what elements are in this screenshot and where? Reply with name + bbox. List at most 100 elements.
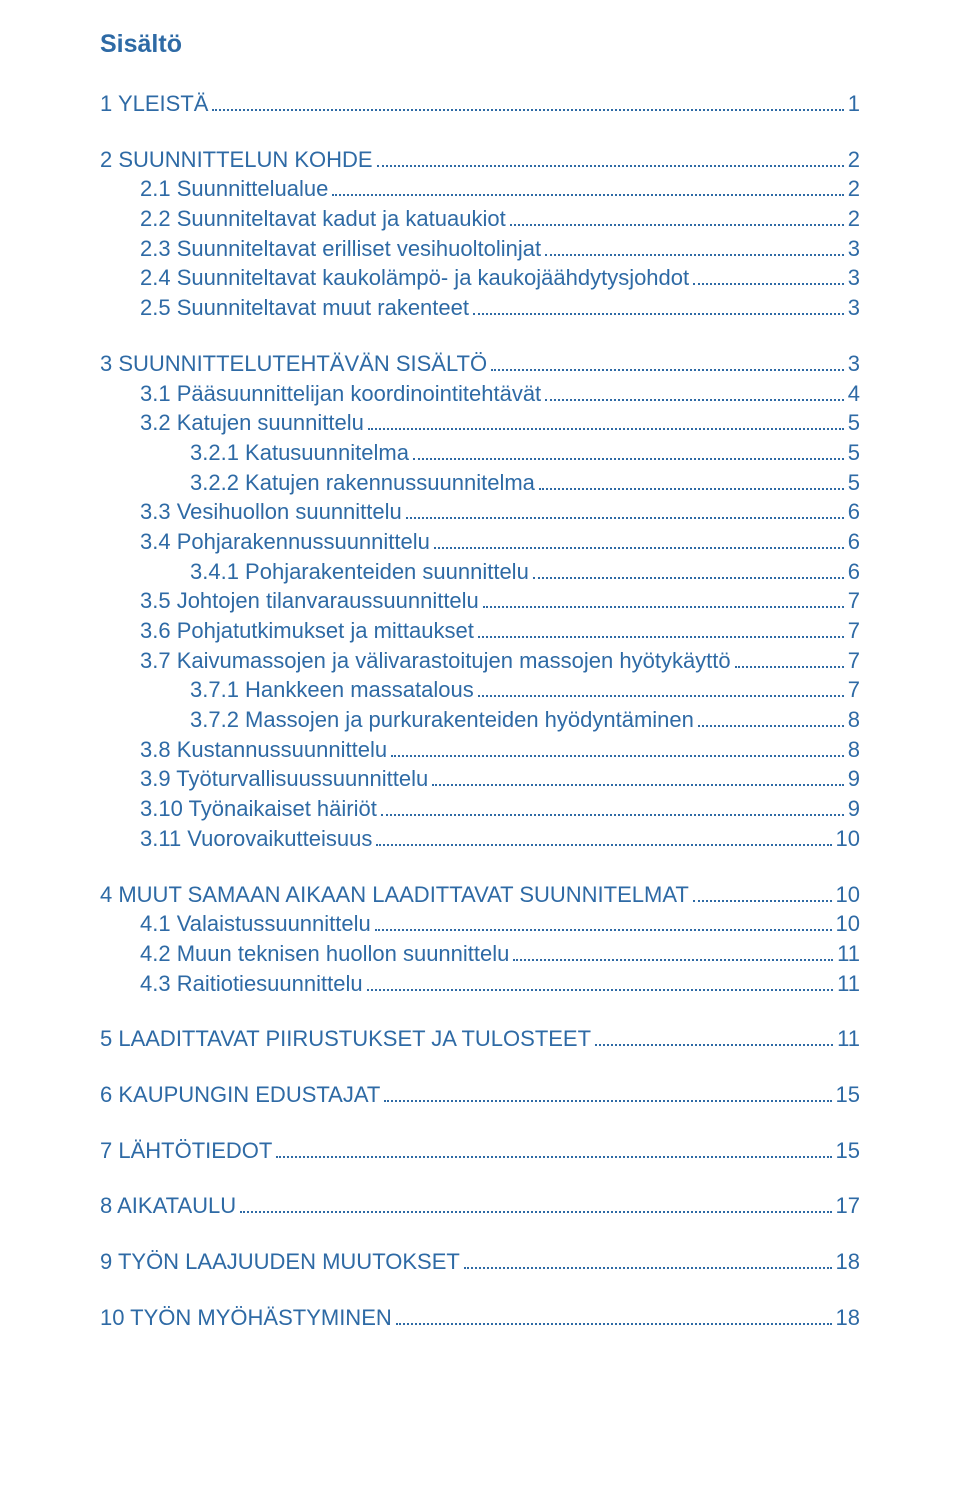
toc-leader-dots xyxy=(396,1305,832,1325)
toc-entry-page: 9 xyxy=(848,794,860,824)
toc-entry[interactable]: 4.2 Muun teknisen huollon suunnittelu 11 xyxy=(100,939,860,969)
toc-entry-page: 7 xyxy=(848,586,860,616)
toc-group: 5 LAADITTAVAT PIIRUSTUKSET JA TULOSTEET1… xyxy=(100,1024,860,1054)
toc-entry-page: 11 xyxy=(837,939,860,969)
toc-entry-page: 6 xyxy=(848,527,860,557)
toc-entry[interactable]: 1 YLEISTÄ1 xyxy=(100,89,860,119)
toc-entry[interactable]: 3.4 Pohjarakennussuunnittelu6 xyxy=(100,527,860,557)
toc-leader-dots xyxy=(545,381,844,401)
toc-leader-dots xyxy=(375,912,832,932)
toc-entry[interactable]: 6 KAUPUNGIN EDUSTAJAT 15 xyxy=(100,1080,860,1110)
toc-entry-page: 15 xyxy=(836,1080,860,1110)
toc-entry[interactable]: 3.5 Johtojen tilanvaraussuunnittelu7 xyxy=(100,586,860,616)
toc-entry[interactable]: 4.1 Valaistussuunnittelu 10 xyxy=(100,909,860,939)
toc-entry[interactable]: 3.7.1 Hankkeen massatalous 7 xyxy=(100,675,860,705)
toc-leader-dots xyxy=(413,440,844,460)
toc-entry[interactable]: 2.4 Suunniteltavat kaukolämpö- ja kaukoj… xyxy=(100,263,860,293)
toc-leader-dots xyxy=(693,882,832,902)
toc-entry-label: 3.7.2 Massojen ja purkurakenteiden hyödy… xyxy=(190,705,694,735)
toc-entry[interactable]: 3.6 Pohjatutkimukset ja mittaukset7 xyxy=(100,616,860,646)
toc-leader-dots xyxy=(377,147,844,167)
toc-entry-label: 3.8 Kustannussuunnittelu xyxy=(140,735,387,765)
toc-leader-dots xyxy=(491,351,844,371)
toc-entry-label: 2 SUUNNITTELUN KOHDE xyxy=(100,145,373,175)
toc-entry-label: 4.3 Raitiotiesuunnittelu xyxy=(140,969,363,999)
toc-entry-label: 10 TYÖN MYÖHÄSTYMINEN xyxy=(100,1303,392,1333)
table-of-contents: 1 YLEISTÄ12 SUUNNITTELUN KOHDE22.1 Suunn… xyxy=(100,89,860,1332)
toc-leader-dots xyxy=(533,559,844,579)
toc-entry-page: 2 xyxy=(848,204,860,234)
toc-entry[interactable]: 10 TYÖN MYÖHÄSTYMINEN18 xyxy=(100,1303,860,1333)
toc-group: 3 SUUNNITTELUTEHTÄVÄN SISÄLTÖ33.1 Pääsuu… xyxy=(100,349,860,854)
toc-entry[interactable]: 3.2 Katujen suunnittelu5 xyxy=(100,408,860,438)
toc-entry-label: 3.2.1 Katusuunnitelma xyxy=(190,438,409,468)
toc-entry[interactable]: 3.3 Vesihuollon suunnittelu6 xyxy=(100,497,860,527)
toc-leader-dots xyxy=(406,500,844,520)
toc-entry[interactable]: 3 SUUNNITTELUTEHTÄVÄN SISÄLTÖ3 xyxy=(100,349,860,379)
toc-leader-dots xyxy=(545,236,844,256)
toc-entry-label: 2.2 Suunniteltavat kadut ja katuaukiot xyxy=(140,204,506,234)
toc-group: 9 TYÖN LAAJUUDEN MUUTOKSET18 xyxy=(100,1247,860,1277)
toc-entry-label: 3.11 Vuorovaikutteisuus xyxy=(140,824,372,854)
toc-entry[interactable]: 4.3 Raitiotiesuunnittelu11 xyxy=(100,969,860,999)
toc-entry-page: 7 xyxy=(848,675,860,705)
toc-entry[interactable]: 8 AIKATAULU17 xyxy=(100,1191,860,1221)
toc-entry-page: 1 xyxy=(848,89,860,119)
toc-leader-dots xyxy=(539,470,844,490)
toc-leader-dots xyxy=(595,1027,833,1047)
toc-entry-page: 3 xyxy=(848,293,860,323)
toc-entry[interactable]: 2.1 Suunnittelualue2 xyxy=(100,174,860,204)
toc-entry-label: 6 KAUPUNGIN EDUSTAJAT xyxy=(100,1080,380,1110)
toc-entry[interactable]: 3.2.2 Katujen rakennussuunnitelma5 xyxy=(100,468,860,498)
toc-entry[interactable]: 3.8 Kustannussuunnittelu8 xyxy=(100,735,860,765)
toc-entry[interactable]: 7 LÄHTÖTIEDOT15 xyxy=(100,1136,860,1166)
toc-leader-dots xyxy=(464,1249,832,1269)
toc-entry-label: 4.2 Muun teknisen huollon suunnittelu xyxy=(140,939,509,969)
toc-entry-label: 2.4 Suunniteltavat kaukolämpö- ja kaukoj… xyxy=(140,263,689,293)
toc-leader-dots xyxy=(478,618,844,638)
toc-leader-dots xyxy=(276,1138,831,1158)
toc-entry-label: 4.1 Valaistussuunnittelu xyxy=(140,909,371,939)
toc-entry-label: 3.7.1 Hankkeen massatalous xyxy=(190,675,474,705)
toc-entry-page: 17 xyxy=(836,1191,860,1221)
toc-entry-page: 7 xyxy=(848,646,860,676)
toc-entry[interactable]: 3.1 Pääsuunnittelijan koordinointitehtäv… xyxy=(100,379,860,409)
toc-leader-dots xyxy=(735,648,844,668)
toc-entry[interactable]: 2.2 Suunniteltavat kadut ja katuaukiot 2 xyxy=(100,204,860,234)
toc-leader-dots xyxy=(376,826,831,846)
toc-entry[interactable]: 3.7.2 Massojen ja purkurakenteiden hyödy… xyxy=(100,705,860,735)
toc-group: 8 AIKATAULU17 xyxy=(100,1191,860,1221)
toc-entry[interactable]: 3.11 Vuorovaikutteisuus 10 xyxy=(100,824,860,854)
toc-leader-dots xyxy=(381,797,844,817)
toc-entry[interactable]: 2.5 Suunniteltavat muut rakenteet3 xyxy=(100,293,860,323)
toc-leader-dots xyxy=(212,91,843,111)
toc-entry-page: 5 xyxy=(848,468,860,498)
toc-leader-dots xyxy=(391,737,844,757)
toc-entry[interactable]: 9 TYÖN LAAJUUDEN MUUTOKSET18 xyxy=(100,1247,860,1277)
toc-entry[interactable]: 3.10 Työnaikaiset häiriöt9 xyxy=(100,794,860,824)
toc-group: 1 YLEISTÄ1 xyxy=(100,89,860,119)
toc-entry-page: 9 xyxy=(848,764,860,794)
toc-entry-label: 2.3 Suunniteltavat erilliset vesihuoltol… xyxy=(140,234,541,264)
toc-title-text: Sisältö xyxy=(100,30,182,58)
toc-entry-label: 3.3 Vesihuollon suunnittelu xyxy=(140,497,402,527)
toc-leader-dots xyxy=(434,529,844,549)
toc-entry[interactable]: 2.3 Suunniteltavat erilliset vesihuoltol… xyxy=(100,234,860,264)
toc-entry-label: 3.1 Pääsuunnittelijan koordinointitehtäv… xyxy=(140,379,541,409)
toc-entry[interactable]: 3.4.1 Pohjarakenteiden suunnittelu6 xyxy=(100,557,860,587)
toc-entry[interactable]: 3.9 Työturvallisuussuunnittelu 9 xyxy=(100,764,860,794)
toc-entry[interactable]: 3.2.1 Katusuunnitelma5 xyxy=(100,438,860,468)
toc-leader-dots xyxy=(693,266,844,286)
toc-group: 6 KAUPUNGIN EDUSTAJAT 15 xyxy=(100,1080,860,1110)
toc-entry[interactable]: 4 MUUT SAMAAN AIKAAN LAADITTAVAT SUUNNIT… xyxy=(100,880,860,910)
toc-leader-dots xyxy=(698,707,844,727)
toc-entry[interactable]: 3.7 Kaivumassojen ja välivarastoitujen m… xyxy=(100,646,860,676)
toc-entry-label: 3.7 Kaivumassojen ja välivarastoitujen m… xyxy=(140,646,731,676)
toc-entry-page: 10 xyxy=(836,824,860,854)
toc-entry-page: 10 xyxy=(836,909,860,939)
toc-entry-label: 3.9 Työturvallisuussuunnittelu xyxy=(140,764,428,794)
toc-entry-label: 3.4.1 Pohjarakenteiden suunnittelu xyxy=(190,557,529,587)
toc-entry[interactable]: 2 SUUNNITTELUN KOHDE2 xyxy=(100,145,860,175)
toc-entry[interactable]: 5 LAADITTAVAT PIIRUSTUKSET JA TULOSTEET1… xyxy=(100,1024,860,1054)
toc-entry-page: 2 xyxy=(848,174,860,204)
